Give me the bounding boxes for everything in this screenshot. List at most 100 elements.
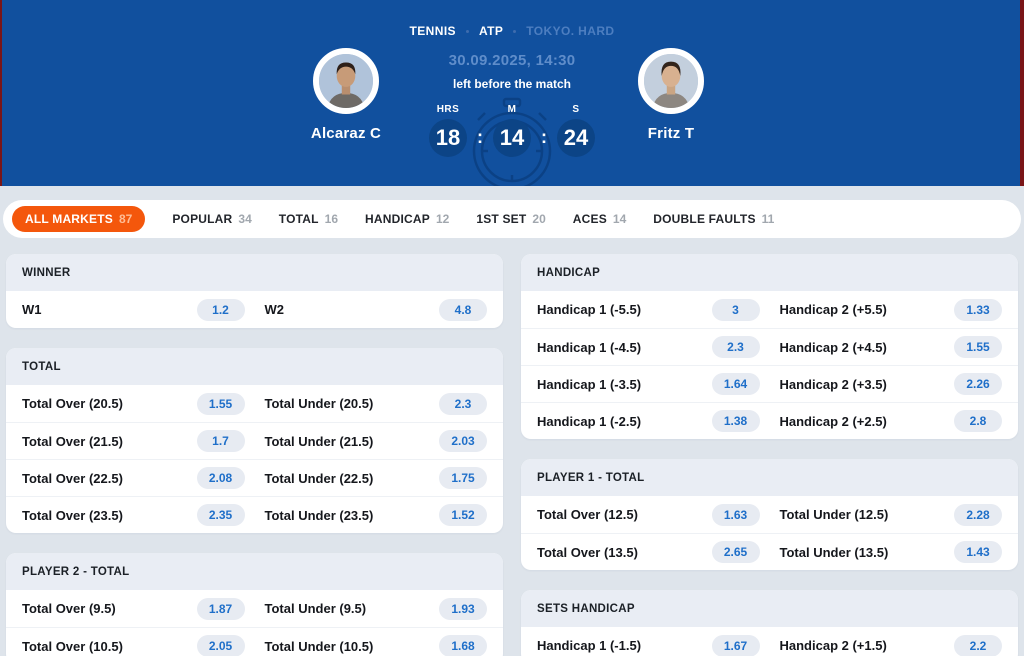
odds-value[interactable]: 2.2 xyxy=(954,634,1002,656)
tab-total[interactable]: TOTAL 16 xyxy=(279,212,338,226)
tab-count: 20 xyxy=(532,212,546,226)
outcome-h2[interactable]: Handicap 2 (+5.5) 1.33 xyxy=(780,298,1002,321)
seconds-label: S xyxy=(572,104,580,115)
outcome-label: W1 xyxy=(22,302,42,317)
odds-value[interactable]: 4.8 xyxy=(439,298,487,321)
market-row: Total Over (10.5) 2.05 Total Under (10.5… xyxy=(6,627,503,656)
market-row: Total Over (20.5) 1.55 Total Under (20.5… xyxy=(6,385,503,422)
odds-value[interactable]: 2.35 xyxy=(196,504,245,526)
minutes-label: M xyxy=(507,104,517,115)
outcome-h1[interactable]: Handicap 1 (-2.5) 1.38 xyxy=(537,410,760,432)
minutes-value: 14 xyxy=(493,119,531,157)
odds-value[interactable]: 1.7 xyxy=(196,430,245,452)
carousel-edge-left xyxy=(0,0,2,186)
odds-value[interactable]: 1.93 xyxy=(439,597,487,620)
outcome-label: Total Over (12.5) xyxy=(537,507,638,522)
timer-hours: HRS 18 xyxy=(428,104,468,157)
outcome-h1[interactable]: Handicap 1 (-4.5) 2.3 xyxy=(537,336,760,358)
outcome-under[interactable]: Total Under (23.5) 1.52 xyxy=(265,504,487,526)
outcome-over[interactable]: Total Over (21.5) 1.7 xyxy=(22,430,245,452)
tab-label: 1ST SET xyxy=(476,212,527,226)
outcome-over[interactable]: Total Over (13.5) 2.65 xyxy=(537,541,760,563)
outcome-under[interactable]: Total Under (22.5) 1.75 xyxy=(265,467,487,489)
tab-label: DOUBLE FAULTS xyxy=(653,212,756,226)
odds-value[interactable]: 2.3 xyxy=(711,336,760,358)
odds-value[interactable]: 2.3 xyxy=(439,392,487,415)
timer-seconds: S 24 xyxy=(556,104,596,157)
odds-value[interactable]: 1.67 xyxy=(711,634,760,656)
odds-value[interactable]: 1.68 xyxy=(439,635,487,656)
odds-value[interactable]: 1.55 xyxy=(954,336,1002,358)
seconds-value: 24 xyxy=(557,119,595,157)
outcome-h2[interactable]: Handicap 2 (+4.5) 1.55 xyxy=(780,336,1002,358)
outcome-h2[interactable]: Handicap 2 (+1.5) 2.2 xyxy=(780,634,1002,656)
odds-value[interactable]: 1.63 xyxy=(711,503,760,526)
tab-popular[interactable]: POPULAR 34 xyxy=(172,212,251,226)
market-row: Total Over (9.5) 1.87 Total Under (9.5) … xyxy=(6,590,503,627)
outcome-under[interactable]: Total Under (20.5) 2.3 xyxy=(265,392,487,415)
outcome-h2[interactable]: Handicap 2 (+2.5) 2.8 xyxy=(780,410,1002,432)
tab-handicap[interactable]: HANDICAP 12 xyxy=(365,212,449,226)
breadcrumb-tour[interactable]: ATP xyxy=(478,24,504,38)
outcome-under[interactable]: Total Under (10.5) 1.68 xyxy=(264,635,487,656)
odds-value[interactable]: 1.38 xyxy=(711,410,760,432)
tab-count: 12 xyxy=(435,212,450,226)
outcome-w1[interactable]: W1 1.2 xyxy=(22,298,245,321)
odds-value[interactable]: 2.03 xyxy=(439,430,487,452)
odds-value[interactable]: 1.52 xyxy=(439,504,487,526)
odds-value[interactable]: 1.2 xyxy=(196,298,245,321)
breadcrumb-sport[interactable]: TENNIS xyxy=(409,24,456,38)
odds-value[interactable]: 2.8 xyxy=(954,410,1002,432)
outcome-over[interactable]: Total Over (12.5) 1.63 xyxy=(537,503,760,526)
outcome-label: Total Over (22.5) xyxy=(22,470,123,486)
outcome-h1[interactable]: Handicap 1 (-1.5) 1.67 xyxy=(537,634,760,656)
outcome-label: Total Under (10.5) xyxy=(264,638,374,654)
breadcrumb-event[interactable]: TOKYO. HARD xyxy=(526,24,615,38)
odds-value[interactable]: 1.64 xyxy=(711,373,760,395)
market-row: Total Over (12.5) 1.63 Total Under (12.5… xyxy=(521,496,1018,533)
tab-aces[interactable]: ACES 14 xyxy=(573,212,627,226)
outcome-over[interactable]: Total Over (10.5) 2.05 xyxy=(22,635,245,656)
market-title: HANDICAP xyxy=(521,254,1018,291)
market-row: Total Over (21.5) 1.7 Total Under (21.5)… xyxy=(6,422,503,459)
markets-column-left: WINNER W1 1.2 W2 4.8 TOTAL Total Over (2… xyxy=(6,254,503,656)
outcome-under[interactable]: Total Under (12.5) 2.28 xyxy=(780,503,1002,526)
odds-value[interactable]: 1.33 xyxy=(954,298,1002,321)
outcome-under[interactable]: Total Under (13.5) 1.43 xyxy=(779,541,1002,563)
market-row: Total Over (23.5) 2.35 Total Under (23.5… xyxy=(6,496,503,533)
odds-value[interactable]: 2.28 xyxy=(954,503,1002,526)
tab-double-faults[interactable]: DOUBLE FAULTS 11 xyxy=(653,212,774,226)
outcome-h2[interactable]: Handicap 2 (+3.5) 2.26 xyxy=(780,373,1002,395)
outcome-label: Total Under (13.5) xyxy=(779,544,889,560)
odds-value[interactable]: 2.05 xyxy=(196,635,245,656)
outcome-over[interactable]: Total Over (9.5) 1.87 xyxy=(22,597,245,620)
outcome-over[interactable]: Total Over (20.5) 1.55 xyxy=(22,392,245,415)
carousel-edge-right xyxy=(1020,0,1024,186)
odds-value[interactable]: 3 xyxy=(711,298,760,321)
tab-1st-set[interactable]: 1ST SET 20 xyxy=(476,212,545,226)
outcome-under[interactable]: Total Under (9.5) 1.93 xyxy=(265,597,487,620)
outcome-h1[interactable]: Handicap 1 (-3.5) 1.64 xyxy=(537,373,760,395)
countdown-timer: HRS 18 : M 14 : S 24 xyxy=(0,97,1024,186)
countdown-caption: left before the match xyxy=(452,77,572,91)
outcome-label: Handicap 1 (-4.5) xyxy=(537,339,642,355)
odds-value[interactable]: 1.43 xyxy=(954,541,1002,563)
outcome-over[interactable]: Total Over (22.5) 2.08 xyxy=(22,467,245,489)
outcome-h1[interactable]: Handicap 1 (-5.5) 3 xyxy=(537,298,760,321)
market-row: Handicap 1 (-1.5) 1.67 Handicap 2 (+1.5)… xyxy=(521,627,1018,656)
odds-value[interactable]: 2.65 xyxy=(711,541,760,563)
timer-colon: : xyxy=(541,127,547,147)
outcome-w2[interactable]: W2 4.8 xyxy=(265,298,487,321)
tab-all-markets[interactable]: ALL MARKETS 87 xyxy=(12,206,146,232)
market-row: W1 1.2 W2 4.8 xyxy=(6,291,503,328)
market-card-player1-total: PLAYER 1 - TOTAL Total Over (12.5) 1.63 … xyxy=(521,459,1018,570)
odds-value[interactable]: 2.08 xyxy=(196,467,245,489)
markets-column-right: HANDICAP Handicap 1 (-5.5) 3 Handicap 2 … xyxy=(521,254,1018,656)
outcome-over[interactable]: Total Over (23.5) 2.35 xyxy=(22,504,245,526)
outcome-under[interactable]: Total Under (21.5) 2.03 xyxy=(265,430,487,452)
odds-value[interactable]: 1.87 xyxy=(196,597,245,620)
odds-value[interactable]: 2.26 xyxy=(954,373,1002,395)
outcome-label: Handicap 1 (-3.5) xyxy=(537,376,642,392)
odds-value[interactable]: 1.55 xyxy=(196,392,245,415)
odds-value[interactable]: 1.75 xyxy=(439,467,487,489)
